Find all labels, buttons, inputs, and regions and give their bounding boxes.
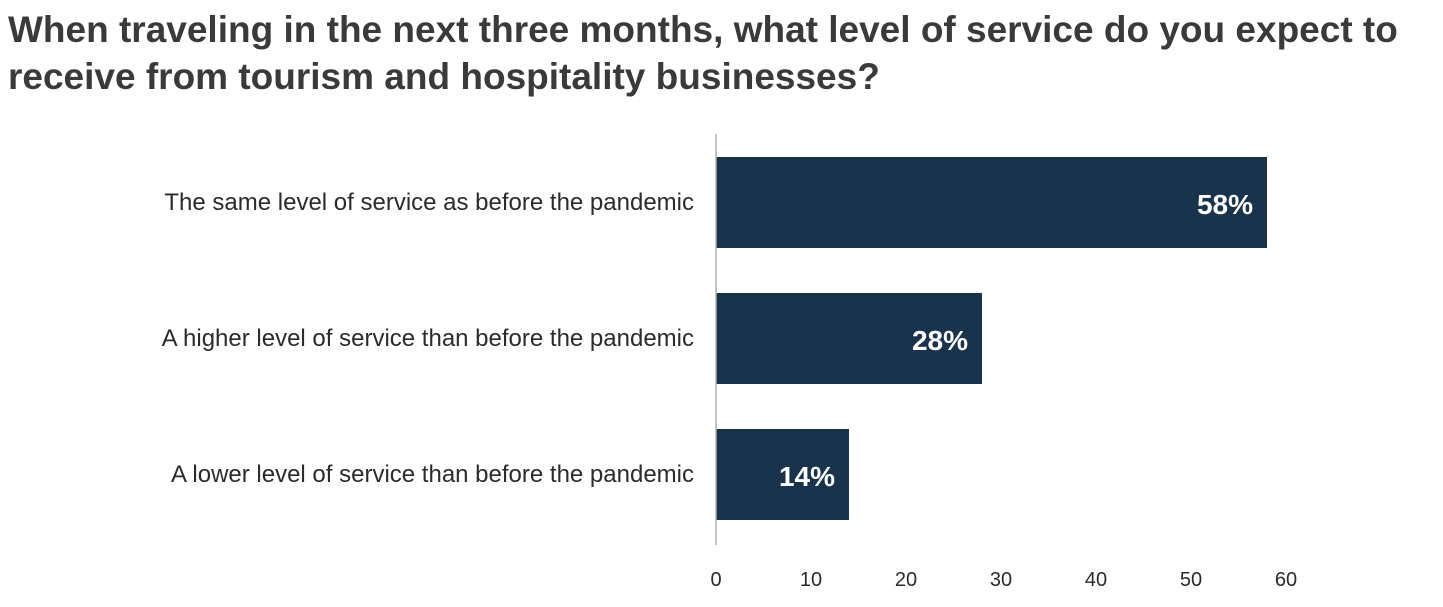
x-tick-label-30: 30 <box>990 569 1012 591</box>
category-label-1: The same level of service as before the … <box>164 189 694 216</box>
data-label-2: 28% <box>912 325 968 356</box>
x-tick-label-10: 10 <box>800 569 822 591</box>
bar-1 <box>716 157 1267 248</box>
x-axis-ticks: 0 10 20 30 40 50 60 <box>710 569 1297 591</box>
data-labels: 58% 28% 14% <box>779 189 1253 492</box>
x-tick-label-0: 0 <box>710 569 721 591</box>
x-tick-label-40: 40 <box>1085 569 1107 591</box>
x-tick-label-50: 50 <box>1180 569 1202 591</box>
category-label-2: A higher level of service than before th… <box>162 325 694 352</box>
bars-layer <box>716 157 1267 520</box>
category-label-3: A lower level of service than before the… <box>171 461 694 488</box>
data-label-1: 58% <box>1197 189 1253 220</box>
x-tick-label-20: 20 <box>895 569 917 591</box>
category-labels: The same level of service as before the … <box>162 189 694 488</box>
x-tick-label-60: 60 <box>1275 569 1297 591</box>
bar-3 <box>716 429 849 520</box>
chart-title: When traveling in the next three months,… <box>8 9 1398 97</box>
bar-2 <box>716 293 982 384</box>
data-label-3: 14% <box>779 461 835 492</box>
